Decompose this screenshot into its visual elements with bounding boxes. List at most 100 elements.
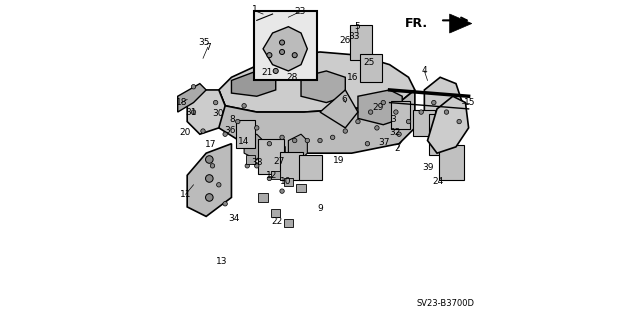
- Polygon shape: [289, 134, 307, 160]
- Polygon shape: [219, 52, 415, 112]
- Polygon shape: [244, 134, 263, 160]
- Circle shape: [267, 176, 271, 181]
- FancyBboxPatch shape: [253, 11, 317, 80]
- Text: 15: 15: [463, 98, 475, 107]
- Text: 14: 14: [238, 137, 249, 146]
- Circle shape: [273, 69, 278, 73]
- Text: 3: 3: [390, 115, 396, 124]
- Text: 8: 8: [229, 115, 235, 124]
- Polygon shape: [358, 90, 402, 125]
- Circle shape: [394, 110, 398, 114]
- Circle shape: [280, 40, 285, 45]
- Text: 36: 36: [225, 126, 236, 135]
- Text: 28: 28: [287, 73, 298, 82]
- Text: FR.: FR.: [404, 17, 428, 30]
- Text: 21: 21: [261, 68, 273, 77]
- Polygon shape: [424, 77, 462, 128]
- Text: 39: 39: [422, 163, 434, 172]
- Text: 17: 17: [205, 140, 217, 149]
- Circle shape: [280, 135, 284, 140]
- Text: 13: 13: [216, 257, 228, 266]
- FancyBboxPatch shape: [271, 171, 280, 179]
- Circle shape: [381, 100, 385, 105]
- Text: 4: 4: [422, 66, 427, 76]
- FancyBboxPatch shape: [360, 54, 381, 82]
- Circle shape: [191, 85, 196, 89]
- Circle shape: [292, 138, 297, 143]
- Circle shape: [330, 135, 335, 140]
- Text: 25: 25: [364, 58, 374, 67]
- Text: 34: 34: [228, 213, 239, 222]
- Text: 9: 9: [317, 204, 323, 213]
- Circle shape: [211, 164, 214, 168]
- FancyBboxPatch shape: [236, 120, 255, 148]
- Polygon shape: [320, 90, 358, 128]
- Text: 12: 12: [266, 171, 278, 181]
- Polygon shape: [263, 27, 307, 71]
- Text: 5: 5: [355, 22, 360, 31]
- Circle shape: [191, 110, 196, 114]
- FancyBboxPatch shape: [296, 184, 306, 192]
- Polygon shape: [187, 90, 225, 134]
- FancyBboxPatch shape: [284, 219, 293, 227]
- FancyBboxPatch shape: [259, 193, 268, 202]
- FancyBboxPatch shape: [280, 152, 303, 180]
- Text: 26: 26: [339, 36, 350, 45]
- Circle shape: [255, 164, 259, 168]
- Polygon shape: [450, 14, 472, 33]
- Circle shape: [216, 182, 221, 187]
- Circle shape: [369, 110, 373, 114]
- Circle shape: [343, 129, 348, 133]
- Circle shape: [242, 104, 246, 108]
- Text: 32: 32: [390, 128, 401, 137]
- Text: 38: 38: [252, 158, 263, 167]
- Text: 16: 16: [347, 73, 358, 82]
- Polygon shape: [187, 144, 232, 216]
- Circle shape: [255, 126, 259, 130]
- Text: 19: 19: [333, 156, 344, 165]
- FancyBboxPatch shape: [413, 110, 435, 136]
- Text: 1: 1: [252, 5, 258, 14]
- Circle shape: [205, 156, 213, 163]
- FancyBboxPatch shape: [271, 209, 280, 217]
- FancyBboxPatch shape: [429, 114, 454, 155]
- FancyBboxPatch shape: [350, 25, 372, 60]
- Text: 31: 31: [186, 108, 197, 117]
- Circle shape: [419, 110, 424, 114]
- Circle shape: [280, 49, 285, 55]
- Polygon shape: [232, 71, 276, 96]
- FancyBboxPatch shape: [284, 178, 293, 186]
- FancyBboxPatch shape: [246, 155, 255, 164]
- Text: 24: 24: [433, 176, 444, 186]
- Circle shape: [223, 132, 227, 137]
- Circle shape: [356, 119, 360, 124]
- Circle shape: [280, 189, 284, 193]
- Polygon shape: [266, 141, 285, 166]
- Circle shape: [223, 202, 227, 206]
- Circle shape: [267, 141, 271, 146]
- Circle shape: [292, 53, 297, 58]
- Text: 33: 33: [348, 32, 360, 41]
- Circle shape: [201, 129, 205, 133]
- Circle shape: [444, 110, 449, 114]
- Circle shape: [318, 138, 322, 143]
- Circle shape: [245, 164, 250, 168]
- Circle shape: [397, 132, 401, 137]
- Text: 6: 6: [342, 95, 348, 104]
- Circle shape: [406, 119, 411, 124]
- FancyBboxPatch shape: [300, 155, 321, 180]
- Text: 37: 37: [378, 137, 390, 147]
- Polygon shape: [178, 84, 206, 112]
- Circle shape: [236, 119, 240, 124]
- Circle shape: [374, 126, 379, 130]
- Circle shape: [305, 138, 310, 143]
- FancyBboxPatch shape: [259, 139, 284, 174]
- FancyBboxPatch shape: [438, 145, 464, 180]
- Text: 23: 23: [294, 7, 306, 16]
- Text: 20: 20: [179, 128, 191, 137]
- Circle shape: [205, 194, 213, 201]
- Circle shape: [365, 141, 370, 146]
- Polygon shape: [301, 71, 346, 103]
- Text: 22: 22: [271, 217, 282, 226]
- Circle shape: [205, 175, 213, 182]
